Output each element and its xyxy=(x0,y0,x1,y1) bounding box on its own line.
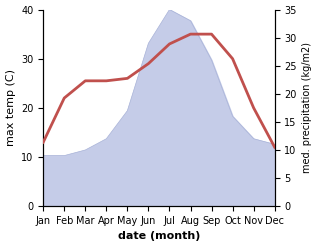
Y-axis label: max temp (C): max temp (C) xyxy=(5,69,16,146)
Y-axis label: med. precipitation (kg/m2): med. precipitation (kg/m2) xyxy=(302,42,313,173)
X-axis label: date (month): date (month) xyxy=(118,231,200,242)
